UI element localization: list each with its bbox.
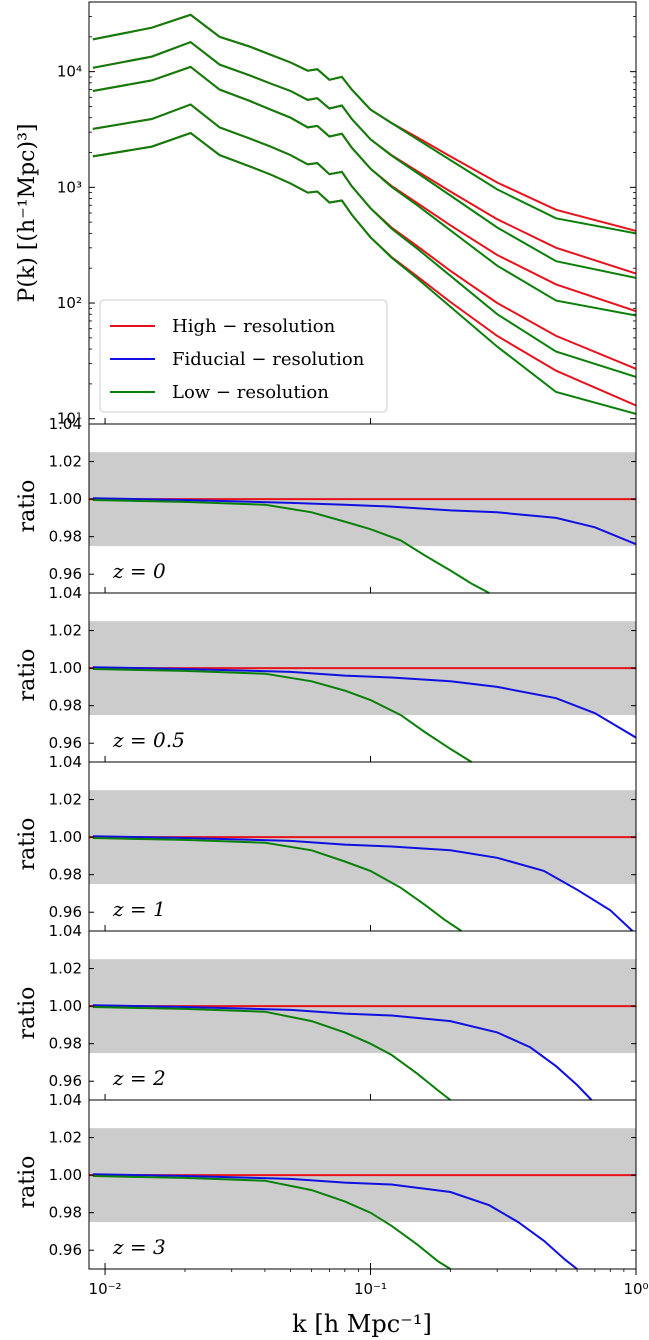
y-tick-label: 10⁴ (57, 63, 82, 81)
x-axis-label: k [h Mpc⁻¹] (292, 1310, 432, 1338)
legend-label: Low − resolution (172, 382, 329, 403)
ratio-curve (92, 668, 473, 763)
y-tick-label: 1.02 (49, 453, 82, 471)
y-tick-label: 1.00 (49, 490, 82, 508)
legend-box (99, 299, 388, 413)
ratio-axis-label: ratio (15, 480, 40, 533)
ratio-curve (92, 835, 634, 932)
y-axis-label: P(k) [(h⁻¹Mpc)³] (15, 124, 40, 303)
redshift-label: z = 0.5 (112, 728, 185, 752)
ratio-curve (92, 1006, 452, 1101)
redshift-label: z = 1 (112, 897, 166, 921)
y-tick-label: 1.02 (49, 791, 82, 809)
spectrum-curve (92, 40, 637, 279)
legend-label: High − resolution (172, 316, 336, 337)
redshift-label: z = 2 (112, 1066, 166, 1090)
spectrum-curve (92, 103, 637, 378)
ratio-panel: 0.96 0.98 1.00 1.02 1.04 ratio z = 1 (15, 753, 637, 932)
ratio-curve (92, 1175, 451, 1270)
legend: High − resolution Fiducial − resolution Lo… (99, 299, 388, 413)
ratio-axis-label: ratio (15, 649, 40, 702)
x-tick-label: 10⁻¹ (354, 1280, 387, 1298)
y-tick-label: 0.98 (49, 528, 82, 546)
ratio-axis-label: ratio (15, 818, 40, 871)
y-tick-label: 0.98 (49, 1204, 82, 1222)
spectrum-curve (92, 131, 637, 415)
y-tick-label: 1.04 (49, 922, 82, 940)
redshift-label: z = 3 (112, 1235, 166, 1259)
ratio-curve (92, 499, 490, 594)
ratio-axis-label: ratio (15, 987, 40, 1040)
x-axis: 10⁻² 10⁻¹ 10⁰ k [h Mpc⁻¹] (89, 1269, 649, 1338)
ratio-curve (92, 1004, 593, 1101)
ratio-panel: 0.96 0.98 1.00 1.02 1.04 ratio z = 0 (15, 415, 637, 594)
y-tick-label: 10¹ (57, 410, 82, 428)
ratio-panel: 0.96 0.98 1.00 1.02 1.04 ratio z = 0.5 (15, 584, 637, 763)
ratio-panel: 0.96 0.98 1.00 1.02 1.04 ratio z = 2 (15, 922, 637, 1101)
y-tick-label: 1.00 (49, 1166, 82, 1184)
legend-label: Fiducial − resolution (172, 349, 365, 370)
y-tick-label: 1.04 (49, 415, 82, 433)
power-spectrum-panel: 10¹ 10² 10³ 10⁴ High − resolution Fiducial − … (15, 1, 637, 428)
ratio-curve (92, 666, 637, 739)
panel-frame (88, 1099, 637, 1270)
y-tick-label: 0.98 (49, 866, 82, 884)
y-tick-label: 0.96 (49, 1241, 82, 1259)
y-tick-label: 0.96 (49, 903, 82, 921)
y-tick-label: 1.00 (49, 659, 82, 677)
x-tick-label: 10⁻² (89, 1280, 122, 1298)
y-tick-label: 10³ (57, 178, 82, 196)
ratio-panel: 0.96 0.98 1.00 1.02 1.04 ratio z = 3 (15, 1091, 637, 1270)
ratio-axis-label: ratio (15, 1156, 40, 1209)
y-tick-label: 1.00 (49, 997, 82, 1015)
y-tick-label: 1.04 (49, 1091, 82, 1109)
y-tick-label: 0.98 (49, 1035, 82, 1053)
ratio-curve (92, 497, 637, 546)
y-tick-label: 1.04 (49, 584, 82, 602)
redshift-label: z = 0 (112, 559, 166, 583)
y-tick-label: 0.96 (49, 734, 82, 752)
y-tick-label: 1.04 (49, 753, 82, 771)
y-tick-label: 1.00 (49, 828, 82, 846)
y-tick-label: 0.96 (49, 1072, 82, 1090)
x-tick-label: 10⁰ (623, 1280, 648, 1298)
y-tick-label: 0.98 (49, 697, 82, 715)
y-tick-label: 10² (57, 294, 82, 312)
spectrum-curve (92, 65, 637, 317)
ratio-curve (92, 1173, 578, 1270)
y-tick-label: 1.02 (49, 622, 82, 640)
ratio-curve (92, 837, 462, 932)
spectrum-curve (92, 13, 637, 235)
y-tick-label: 1.02 (49, 960, 82, 978)
y-tick-label: 1.02 (49, 1129, 82, 1147)
y-tick-label: 0.96 (49, 565, 82, 583)
spectrum-curve (92, 40, 637, 275)
